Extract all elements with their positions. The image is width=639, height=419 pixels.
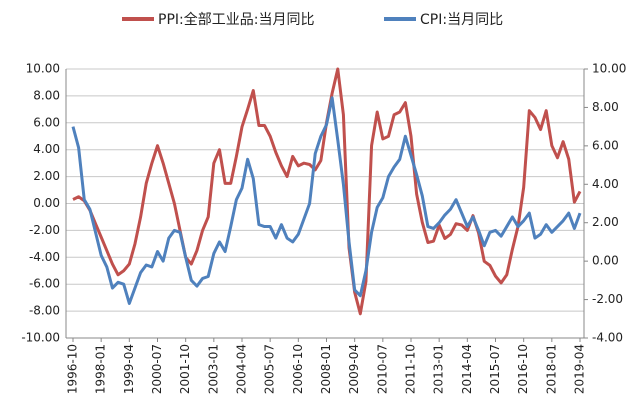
x-tick-label: 2016-10 xyxy=(516,344,530,394)
y-tick-label: 6.00 xyxy=(33,115,60,129)
y-tick-label: 2.00 xyxy=(33,169,60,183)
x-tick-label: 2013-01 xyxy=(432,344,446,394)
y-tick-label: 0.00 xyxy=(33,196,60,210)
y-tick-label: -6.00 xyxy=(29,277,60,291)
x-tick-label: 2001-10 xyxy=(178,344,192,394)
y-tick-label: -4.00 xyxy=(29,250,60,264)
x-tick-label: 2005-07 xyxy=(263,344,277,394)
legend-text: CPI:当月同比 xyxy=(420,12,503,28)
x-tick-label: 2006-10 xyxy=(291,344,305,394)
legend-text: PPI:全部工业品:当月同比 xyxy=(158,11,314,28)
y2-tick-label: 2.00 xyxy=(592,215,619,229)
x-tick-label: 2004-04 xyxy=(235,344,249,394)
y2-tick-label: 4.00 xyxy=(592,177,619,191)
y-tick-label: 10.00 xyxy=(26,62,60,76)
series-line xyxy=(72,67,582,316)
x-tick-label: 2000-07 xyxy=(150,344,164,394)
x-tick-label: 2008-01 xyxy=(319,344,333,394)
y-tick-label: -2.00 xyxy=(29,223,60,237)
y-tick-label: -10.00 xyxy=(21,331,60,345)
x-tick-label: 2019-04 xyxy=(573,344,587,394)
y2-tick-label: 10.00 xyxy=(592,62,626,76)
series-line xyxy=(71,96,582,305)
x-tick-label: 2003-01 xyxy=(206,344,220,394)
y2-tick-label: 6.00 xyxy=(592,138,619,152)
y-tick-label: -8.00 xyxy=(29,304,60,318)
y-tick-label: 8.00 xyxy=(33,88,60,102)
y-tick-label: 4.00 xyxy=(33,142,60,156)
y2-tick-label: -4.00 xyxy=(592,331,623,345)
x-tick-label: 2018-01 xyxy=(544,344,558,394)
x-tick-label: 2009-04 xyxy=(347,344,361,394)
x-tick-label: 2014-04 xyxy=(460,344,474,394)
x-tick-label: 2011-10 xyxy=(404,344,418,394)
x-tick-label: 1999-04 xyxy=(122,344,136,394)
x-tick-label: 2015-07 xyxy=(488,344,502,394)
x-tick-label: 1998-01 xyxy=(94,344,108,394)
y2-tick-label: -2.00 xyxy=(592,292,623,306)
x-tick-label: 2010-07 xyxy=(375,344,389,394)
x-tick-label: 1996-10 xyxy=(66,344,80,394)
y2-tick-label: 8.00 xyxy=(592,100,619,114)
y2-tick-label: 0.00 xyxy=(592,254,619,268)
